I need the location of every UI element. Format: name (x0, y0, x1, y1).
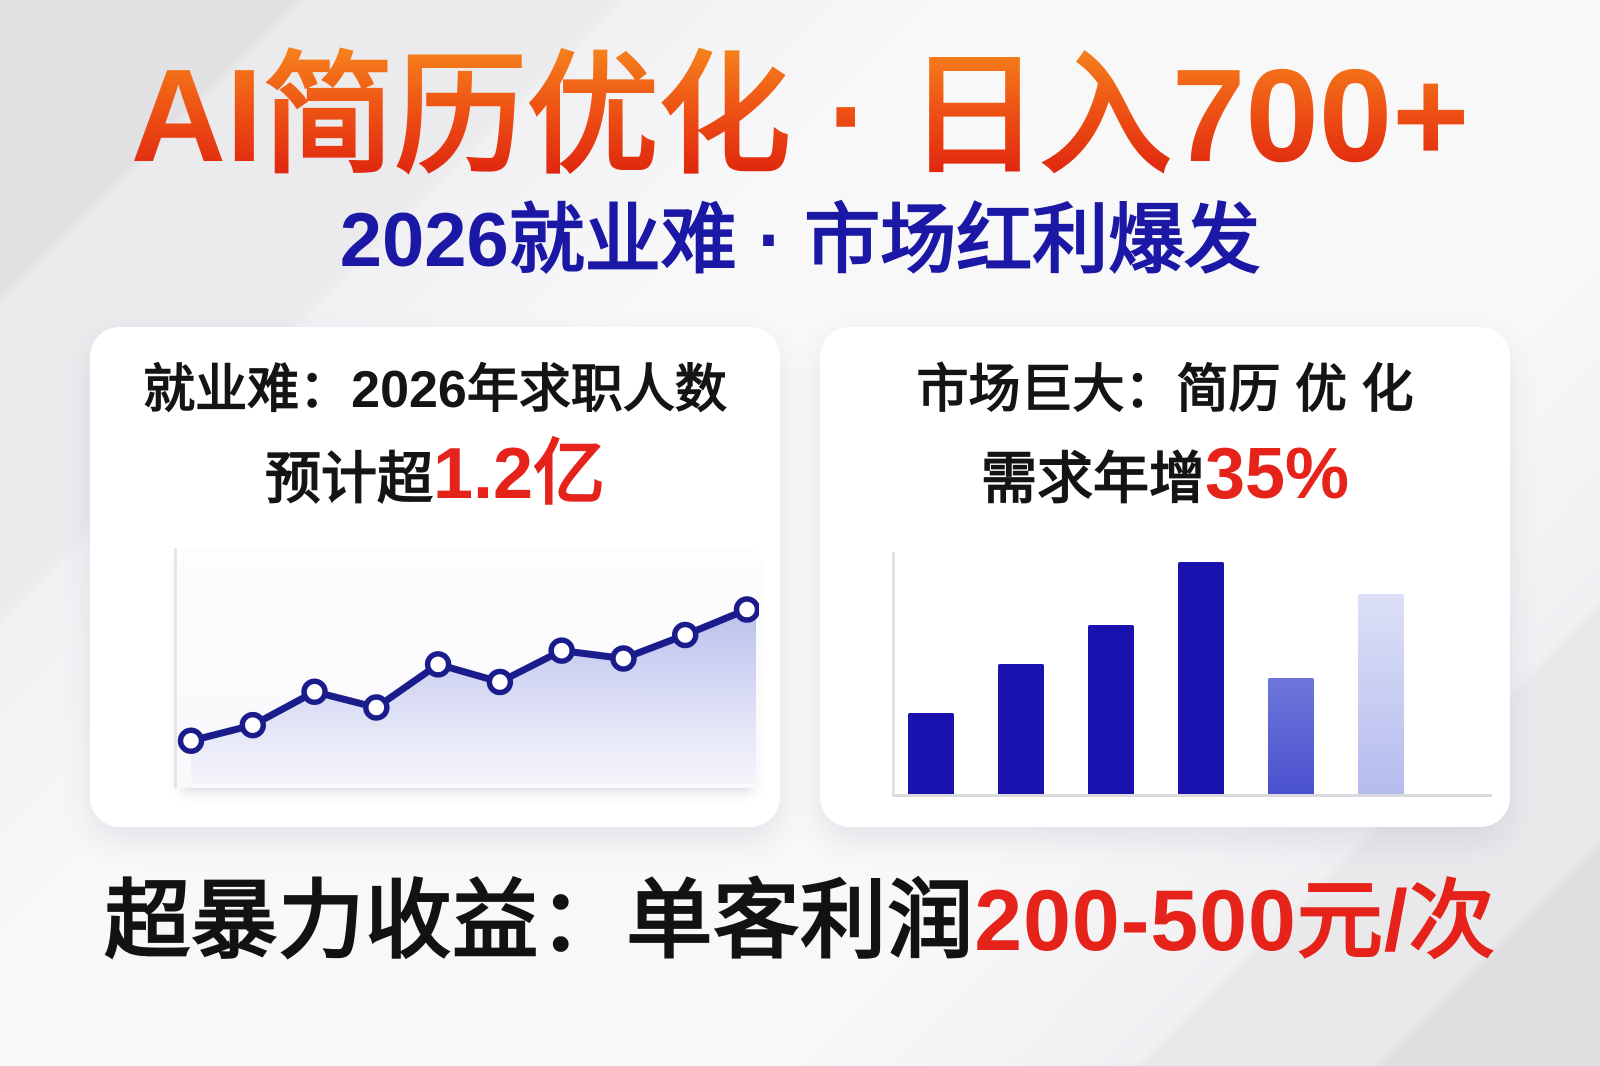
bar (1358, 593, 1404, 794)
line-chart-svg (177, 596, 759, 784)
card-left-subheading: 预计超1.2亿 (90, 428, 780, 522)
line-chart-marker (363, 694, 390, 721)
line-chart-markers (177, 596, 759, 754)
bar (1088, 624, 1134, 794)
card-market-size: 市场巨大：简历 优 化 需求年增35% (820, 326, 1510, 827)
card-left-subheading-highlight: 1.2亿 (432, 434, 606, 515)
line-chart-marker (548, 637, 575, 664)
bar (1268, 677, 1314, 794)
bar-chart (892, 551, 1492, 797)
subtitle: 2026就业难 · 市场红利爆发 (339, 197, 1261, 283)
card-left-heading: 就业难：2026年求职人数 (143, 360, 727, 419)
main-title: AI简历优化 · 日入700+ (20, 38, 1580, 194)
line-chart-line (187, 605, 751, 745)
footer-red: 200-500元/次 (974, 872, 1496, 969)
bar-chart-bars (895, 552, 1492, 794)
card-right-subheading-black: 需求年增 (980, 447, 1205, 511)
line-chart-marker (610, 645, 637, 672)
line-chart-marker (301, 678, 328, 705)
footer-black: 超暴力收益：单客利润 (104, 872, 975, 969)
line-chart-area (191, 605, 756, 784)
footer-banner: 超暴力收益：单客利润200-500元/次 (20, 871, 1580, 972)
line-chart-marker (239, 711, 267, 739)
line-chart-marker (177, 727, 205, 754)
card-job-difficulty: 就业难：2026年求职人数 预计超1.2亿 (90, 326, 780, 827)
cards-row: 就业难：2026年求职人数 预计超1.2亿 (90, 326, 1510, 827)
card-right-heading: 市场巨大：简历 优 化 (916, 360, 1414, 419)
card-left-subheading-black: 预计超 (264, 447, 433, 511)
line-chart-marker (486, 668, 514, 696)
line-chart (174, 547, 759, 788)
bar (908, 712, 954, 794)
card-right-subheading: 需求年增35% (820, 428, 1510, 522)
line-chart-marker (671, 621, 699, 649)
line-chart-marker (733, 596, 759, 623)
card-right-subheading-highlight: 35% (1204, 434, 1350, 515)
poster-content: AI简历优化 · 日入700+ 2026就业难 · 市场红利爆发 就业难：202… (0, 38, 1600, 972)
bar (998, 663, 1044, 794)
line-chart-marker (424, 651, 452, 678)
bar (1178, 561, 1224, 794)
